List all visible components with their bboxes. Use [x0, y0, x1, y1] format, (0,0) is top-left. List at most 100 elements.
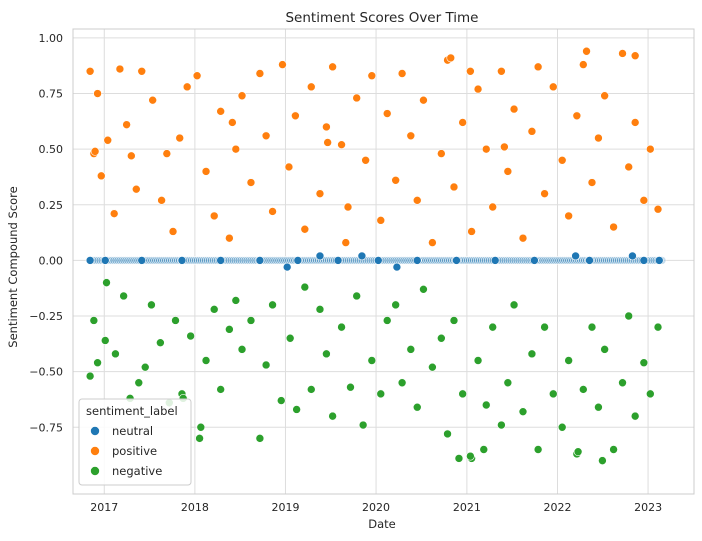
positive-point — [322, 122, 331, 132]
positive-point — [646, 144, 655, 154]
positive-point — [412, 196, 422, 205]
negative-point — [268, 300, 277, 310]
positive-point — [201, 167, 211, 176]
negative-point — [231, 296, 241, 305]
negative-point — [419, 285, 428, 294]
negative-point — [473, 356, 483, 365]
positive-point — [109, 209, 119, 218]
positive-point — [630, 118, 640, 127]
negative-point — [89, 316, 99, 325]
negative-point — [598, 456, 607, 465]
positive-point — [518, 233, 528, 243]
negative-point — [624, 311, 634, 321]
positive-point — [115, 64, 125, 74]
negative-point — [100, 336, 110, 345]
neutral-point — [137, 256, 147, 265]
positive-point — [406, 131, 416, 141]
positive-point — [175, 133, 185, 143]
x-tick-label: 2017 — [90, 501, 118, 514]
positive-point — [600, 91, 609, 101]
neutral-point — [585, 256, 594, 265]
negative-point — [479, 445, 489, 454]
legend-label-neutral: neutral — [112, 424, 153, 438]
negative-point — [579, 385, 588, 394]
negative-point — [85, 371, 95, 381]
negative-point — [322, 349, 331, 359]
y-tick-label: −0.75 — [29, 421, 63, 434]
neutral-point — [530, 256, 539, 265]
negative-point — [503, 378, 513, 388]
y-tick-label: −0.25 — [29, 310, 63, 323]
positive-point — [328, 62, 337, 72]
negative-point — [328, 411, 337, 421]
positive-point — [527, 127, 537, 136]
negative-point — [352, 291, 361, 301]
legend-title: sentiment_label — [86, 404, 178, 418]
negative-point — [156, 338, 165, 348]
negative-point — [481, 400, 491, 410]
negative-point — [527, 349, 537, 359]
positive-point — [337, 140, 346, 149]
positive-point — [137, 66, 147, 76]
positive-point — [500, 142, 509, 152]
negative-point — [276, 396, 286, 405]
positive-point — [341, 238, 351, 247]
neutral-point — [654, 256, 664, 265]
positive-point — [343, 202, 353, 212]
positive-point — [382, 109, 392, 118]
positive-point — [419, 95, 428, 105]
negative-point — [587, 322, 597, 332]
positive-point — [85, 66, 95, 76]
negative-point — [466, 451, 475, 461]
neutral-point — [452, 256, 461, 265]
y-tick-label: 1.00 — [39, 32, 64, 45]
negative-point — [458, 389, 467, 399]
plot-frame — [72, 28, 695, 495]
neutral-point — [85, 256, 95, 265]
positive-point — [579, 60, 588, 69]
positive-point — [653, 204, 663, 214]
negative-point — [292, 405, 301, 414]
positive-point — [284, 162, 294, 172]
positive-point — [594, 133, 603, 143]
positive-point — [548, 82, 558, 92]
neutral-point — [628, 251, 637, 261]
negative-point — [600, 345, 609, 354]
neutral-point — [100, 256, 110, 265]
positive-point — [618, 49, 627, 58]
positive-point — [315, 189, 325, 198]
positive-point — [630, 51, 640, 60]
negative-point — [428, 362, 437, 372]
negative-point — [209, 305, 219, 314]
legend-items: neutral positive negative — [90, 424, 162, 478]
neutral-point — [282, 262, 292, 272]
positive-point — [509, 104, 519, 114]
x-tick-label: 2019 — [271, 501, 299, 514]
negative-point — [261, 360, 271, 370]
neutral-point — [392, 262, 402, 272]
positive-point — [323, 138, 332, 147]
positive-point — [306, 82, 316, 92]
y-tick-label: 0.50 — [39, 143, 64, 156]
negative-point — [397, 378, 407, 388]
negative-point — [225, 325, 234, 334]
positive-point — [367, 71, 377, 81]
legend-marker-negative — [90, 466, 100, 476]
negative-point — [306, 385, 316, 394]
neutral-point — [333, 256, 343, 265]
positive-point — [278, 60, 287, 69]
positive-point — [261, 131, 271, 141]
neutral-point — [255, 256, 265, 265]
negative-point — [119, 291, 128, 301]
negative-point — [391, 300, 400, 310]
negative-point — [573, 447, 583, 457]
negative-point — [382, 316, 392, 325]
negative-point — [518, 407, 528, 416]
positive-point — [639, 196, 649, 205]
negative-point — [557, 422, 567, 432]
negative-point — [639, 358, 649, 368]
positive-point — [488, 202, 498, 212]
negative-point — [300, 282, 310, 292]
negative-point — [406, 345, 416, 354]
negative-point — [195, 434, 204, 443]
